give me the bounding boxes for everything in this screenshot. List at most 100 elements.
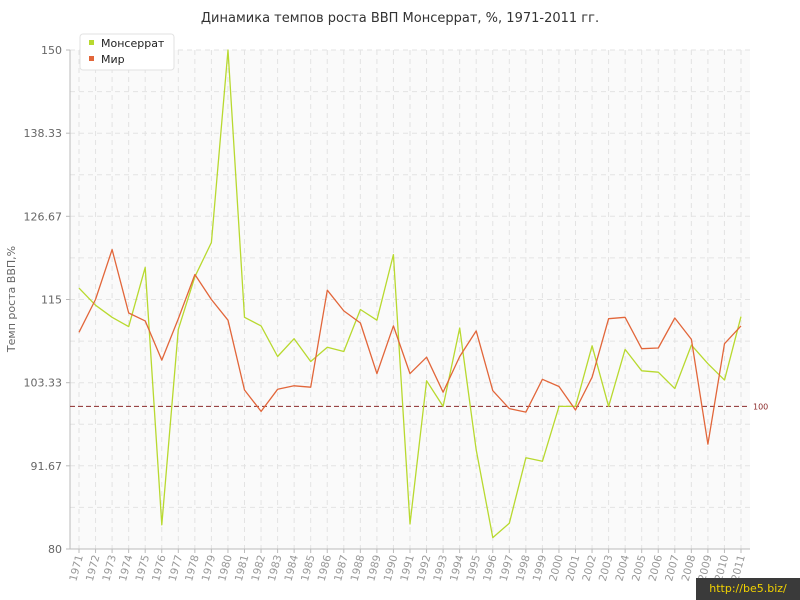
y-tick-label: 150 [41, 44, 62, 57]
legend[interactable]: Монсеррат Мир [79, 33, 175, 71]
y-tick-label: 91.67 [31, 460, 63, 473]
x-tick-label: 1972 [84, 554, 103, 583]
x-tick-label: 1987 [332, 554, 351, 583]
x-tick-label: 1986 [316, 553, 335, 582]
x-tick-label: 1981 [233, 554, 252, 583]
x-tick-label: 1999 [531, 554, 550, 583]
data-point-monserrat [376, 319, 378, 321]
x-tick-label: 1983 [266, 554, 285, 583]
x-tick-label: 2004 [614, 553, 633, 582]
legend-label-world: Мир [101, 53, 125, 66]
data-point-world [723, 342, 725, 344]
data-point-world [607, 318, 609, 320]
data-point-monserrat [541, 460, 543, 462]
x-tick-label: 1985 [299, 554, 318, 583]
data-point-monserrat [359, 308, 361, 310]
legend-swatch-monserrat [89, 40, 94, 45]
x-tick-label: 1982 [249, 554, 268, 583]
chart-title: Динамика темпов роста ВВП Монсеррат, %, … [201, 11, 599, 26]
data-point-world [674, 317, 676, 319]
legend-label-monserrat: Монсеррат [101, 37, 165, 50]
x-tick-label: 1991 [398, 554, 417, 583]
data-point-world [161, 359, 163, 361]
series-line-world [78, 248, 742, 445]
y-tick-label: 103.33 [24, 377, 63, 390]
data-point-monserrat [591, 345, 593, 347]
data-point-monserrat [227, 49, 229, 51]
watermark-link[interactable]: http://be5.biz/ [696, 578, 800, 600]
y-tick-label: 80 [48, 543, 62, 556]
x-tick-label: 1993 [431, 554, 450, 583]
x-tick-label: 1975 [134, 554, 153, 583]
data-point-monserrat [260, 325, 262, 327]
x-tick-label: 2007 [663, 554, 682, 583]
x-axis-ticks: 1971197219731974197519761977197819791980… [67, 549, 748, 583]
data-point-world [657, 347, 659, 349]
data-point-monserrat [723, 379, 725, 381]
legend-box [79, 33, 175, 71]
data-point-world [558, 385, 560, 387]
data-point-world [310, 386, 312, 388]
x-tick-label: 1979 [200, 554, 219, 583]
data-point-world [276, 388, 278, 390]
data-point-monserrat [458, 327, 460, 329]
data-point-world [624, 316, 626, 318]
data-point-world [409, 372, 411, 374]
data-point-monserrat [94, 304, 96, 306]
data-point-world [210, 298, 212, 300]
data-point-world [127, 312, 129, 314]
data-point-monserrat [127, 325, 129, 327]
data-point-world [194, 273, 196, 275]
data-point-monserrat [558, 405, 560, 407]
data-point-world [144, 320, 146, 322]
data-point-monserrat [624, 348, 626, 350]
x-tick-label: 1997 [498, 554, 517, 583]
data-point-monserrat [475, 449, 477, 451]
x-tick-label: 2005 [630, 554, 649, 583]
data-point-world [525, 411, 527, 413]
x-tick-label: 1976 [150, 553, 169, 582]
data-point-monserrat [425, 380, 427, 382]
data-point-world [641, 347, 643, 349]
data-point-monserrat [78, 287, 80, 289]
data-point-monserrat [392, 253, 394, 255]
y-tick-label: 115 [41, 294, 62, 307]
data-point-monserrat [525, 457, 527, 459]
x-tick-label: 2003 [597, 554, 616, 583]
data-point-monserrat [674, 387, 676, 389]
data-point-monserrat [409, 523, 411, 525]
x-tick-label: 1995 [465, 554, 484, 583]
data-point-monserrat [310, 360, 312, 362]
data-point-monserrat [326, 346, 328, 348]
data-point-monserrat [508, 522, 510, 524]
data-point-monserrat [641, 370, 643, 372]
data-point-world [740, 325, 742, 327]
data-point-world [376, 372, 378, 374]
x-tick-label: 2000 [547, 554, 566, 583]
x-tick-label: 1978 [183, 554, 202, 583]
data-point-world [574, 409, 576, 411]
data-point-world [359, 322, 361, 324]
data-point-world [260, 410, 262, 412]
data-point-world [425, 356, 427, 358]
data-point-world [392, 325, 394, 327]
x-tick-label: 1980 [216, 554, 235, 583]
grid-lines [70, 49, 750, 549]
data-point-world [442, 391, 444, 393]
data-point-world [243, 389, 245, 391]
x-tick-label: 1988 [349, 554, 368, 583]
x-tick-label: 2001 [564, 554, 583, 583]
x-tick-label: 1974 [117, 553, 136, 582]
data-point-world [541, 378, 543, 380]
series-lines [78, 49, 742, 539]
x-tick-label: 1998 [514, 554, 533, 583]
data-point-monserrat [492, 536, 494, 538]
y-axis-ticks: 80 91.67 103.33 115 126.67 138.33 150 [24, 44, 70, 556]
data-point-monserrat [144, 266, 146, 268]
data-point-world [591, 376, 593, 378]
data-point-world [508, 407, 510, 409]
data-point-world [111, 248, 113, 250]
data-point-monserrat [657, 371, 659, 373]
x-tick-label: 1992 [415, 554, 434, 583]
